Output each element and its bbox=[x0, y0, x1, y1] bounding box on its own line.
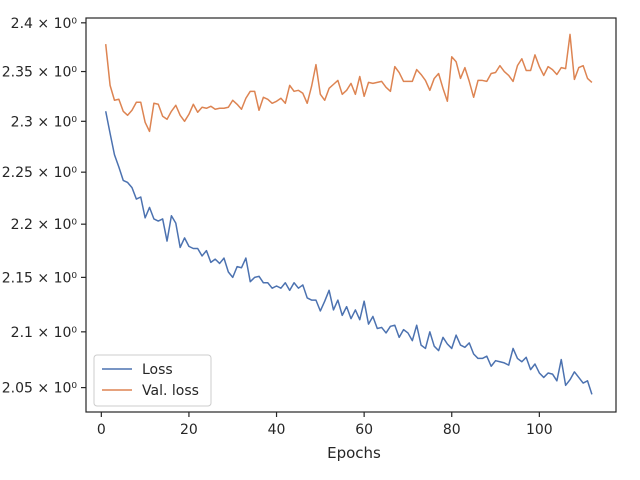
y-tick-label: 2.2 × 10⁰ bbox=[11, 217, 78, 233]
y-tick-label: 2.1 × 10⁰ bbox=[11, 325, 78, 341]
legend-box bbox=[93, 354, 212, 407]
x-tick-label: 100 bbox=[526, 422, 553, 438]
y-tick-label: 2.15 × 10⁰ bbox=[2, 270, 78, 286]
x-tick-label: 40 bbox=[268, 422, 286, 438]
y-axis: 2.05 × 10⁰ 2.1 × 10⁰ 2.15 × 10⁰ 2.2 × 10⁰ 2.… bbox=[2, 16, 86, 397]
x-tick-label: 0 bbox=[97, 422, 106, 438]
x-tick-label: 80 bbox=[443, 422, 461, 438]
x-axis-label: Epochs bbox=[327, 444, 381, 462]
y-tick-label: 2.05 × 10⁰ bbox=[2, 381, 78, 397]
x-tick-label: 60 bbox=[355, 422, 373, 438]
x-axis: 0 20 40 60 80 100 bbox=[97, 412, 553, 438]
legend: Loss Val. loss bbox=[93, 354, 212, 407]
y-tick-label: 2.35 × 10⁰ bbox=[2, 65, 78, 81]
legend-label-val-loss: Val. loss bbox=[142, 383, 199, 399]
series-layer bbox=[104, 33, 593, 395]
series-line-val-loss bbox=[104, 33, 593, 133]
x-tick-label: 20 bbox=[180, 422, 198, 438]
y-tick-label: 2.25 × 10⁰ bbox=[2, 165, 78, 181]
y-tick-label: 2.3 × 10⁰ bbox=[11, 114, 78, 130]
legend-label-loss: Loss bbox=[142, 362, 173, 378]
plot-area bbox=[85, 17, 617, 413]
series-line-loss bbox=[104, 111, 593, 395]
y-tick-label: 2.4 × 10⁰ bbox=[11, 16, 78, 32]
